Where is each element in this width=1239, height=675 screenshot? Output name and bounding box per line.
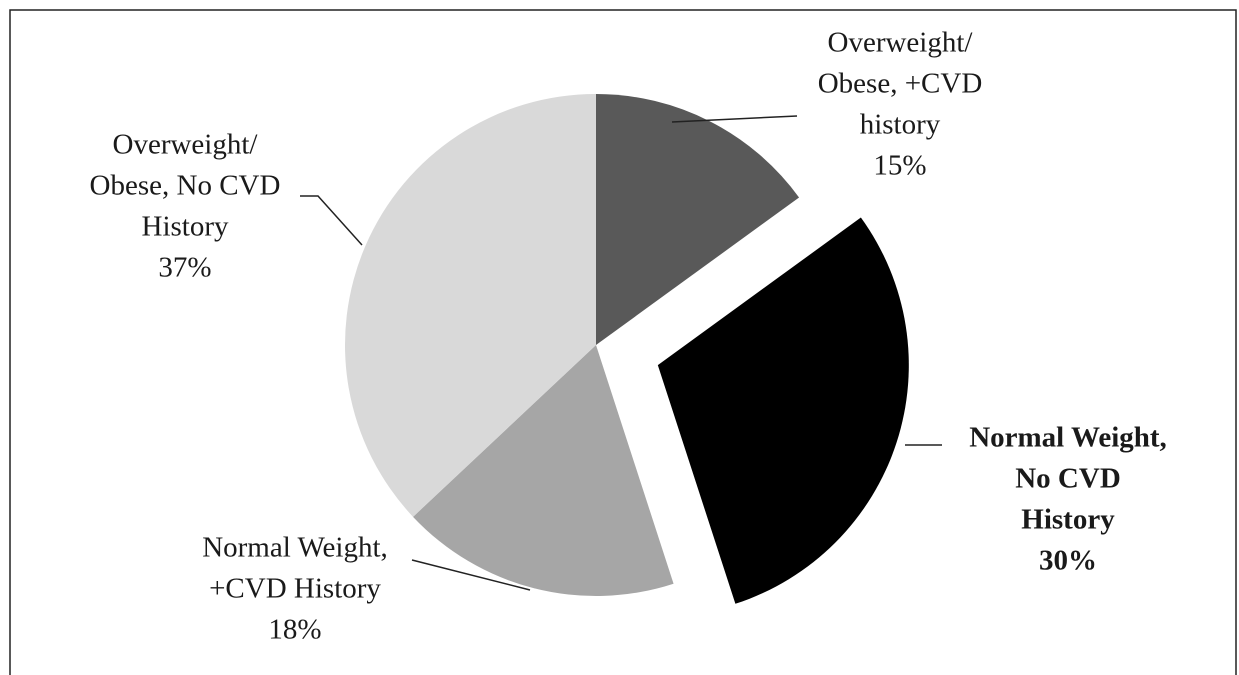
value-label: 18% <box>268 614 321 646</box>
slice-label: Normal Weight, <box>202 532 388 564</box>
leader-line <box>411 559 531 591</box>
leader-line <box>300 195 363 246</box>
pie-slice <box>657 217 909 604</box>
frame <box>9 9 1237 675</box>
value-label: 37% <box>158 252 211 284</box>
pie-slice <box>596 94 800 345</box>
value-label: 30% <box>1039 545 1097 577</box>
slice-label: Overweight/ <box>113 129 259 161</box>
slice-label: No CVD <box>1015 463 1121 495</box>
value-label: 15% <box>873 150 926 182</box>
slice-label: Obese, No CVD <box>90 170 281 202</box>
leader-line <box>671 115 798 123</box>
slice-label: Obese, +CVD <box>818 68 983 100</box>
slice-label: history <box>860 109 941 141</box>
pie-slice <box>344 94 596 517</box>
pie-slice <box>413 345 674 597</box>
slice-label: Overweight/ <box>828 27 974 59</box>
slice-label: History <box>142 211 230 243</box>
slice-label: History <box>1021 504 1115 536</box>
slice-label: +CVD History <box>209 573 381 605</box>
slice-label: Normal Weight, <box>969 422 1167 454</box>
